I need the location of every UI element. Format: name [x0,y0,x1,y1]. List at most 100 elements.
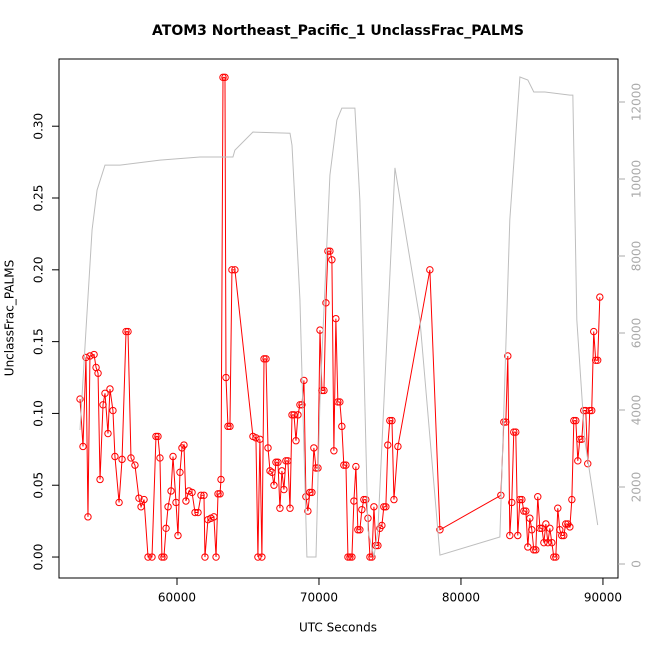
point [197,491,205,499]
point [516,495,524,504]
point [574,457,582,465]
point [338,422,346,431]
point [292,437,300,445]
point [388,416,396,425]
point [216,490,224,498]
point [76,395,84,403]
point [592,356,600,364]
point [176,468,184,477]
point [526,514,534,522]
point [538,524,546,533]
point [334,398,342,406]
point [158,553,166,561]
point [156,454,164,462]
y-tick-label: 0.20 [32,256,46,283]
point [504,352,512,360]
point [374,541,382,550]
point [370,503,378,511]
point [568,495,576,504]
point [172,498,180,507]
point [258,553,266,561]
point [546,524,554,533]
point [182,497,190,505]
point [390,495,398,504]
point [426,266,434,274]
y2-tick-label: 4000 [630,395,644,426]
point [180,441,188,449]
point [306,488,314,497]
point [284,457,292,465]
point [266,467,274,475]
point [394,442,402,451]
point [272,458,280,466]
point [106,385,114,393]
point [506,531,514,540]
point [278,467,286,475]
point [560,531,568,540]
point [254,553,262,561]
point [304,507,312,515]
point [280,485,288,494]
point [221,73,229,82]
point [79,442,87,451]
point [262,355,270,363]
point [532,546,540,554]
point [346,553,354,561]
point [558,531,566,540]
point [352,462,360,471]
point [152,432,160,441]
point [368,553,376,561]
point [344,553,352,561]
point [342,461,350,469]
point [290,411,298,419]
point [127,454,135,462]
point [362,495,370,504]
point [322,299,330,307]
point [510,428,518,436]
point [328,256,336,264]
point [210,513,218,521]
point [436,526,444,534]
point [596,293,604,301]
point [160,553,168,561]
x-tick-label: 60000 [158,591,196,605]
point [308,488,316,497]
point [274,458,282,466]
point [231,266,239,274]
point [330,447,338,455]
point [590,327,598,336]
point [534,493,542,501]
point [96,475,104,484]
point [518,495,526,504]
point [358,505,366,514]
point [336,398,344,406]
point [508,498,516,507]
point [148,553,156,561]
point [82,353,90,362]
point [536,524,544,533]
y2-tick-label: 10000 [630,160,644,198]
point [528,526,536,534]
series-line [79,76,601,558]
point [99,401,107,409]
point [380,503,388,511]
point [154,432,162,441]
point [252,434,260,442]
point [219,73,227,82]
point [524,543,532,551]
point [540,538,548,547]
point [548,538,556,547]
y2-tick-label: 12000 [630,83,644,121]
y2-tick-label: 2000 [630,472,644,503]
point [256,435,264,443]
point [260,355,268,363]
point [162,524,170,533]
point [212,553,220,561]
point [350,497,358,505]
point [298,401,306,409]
y-tick-label: 0.10 [32,400,46,427]
point [86,352,94,360]
chart-title: ATOM3 Northeast_Pacific_1 UnclassFrac_PA… [152,23,524,39]
point [312,464,320,472]
